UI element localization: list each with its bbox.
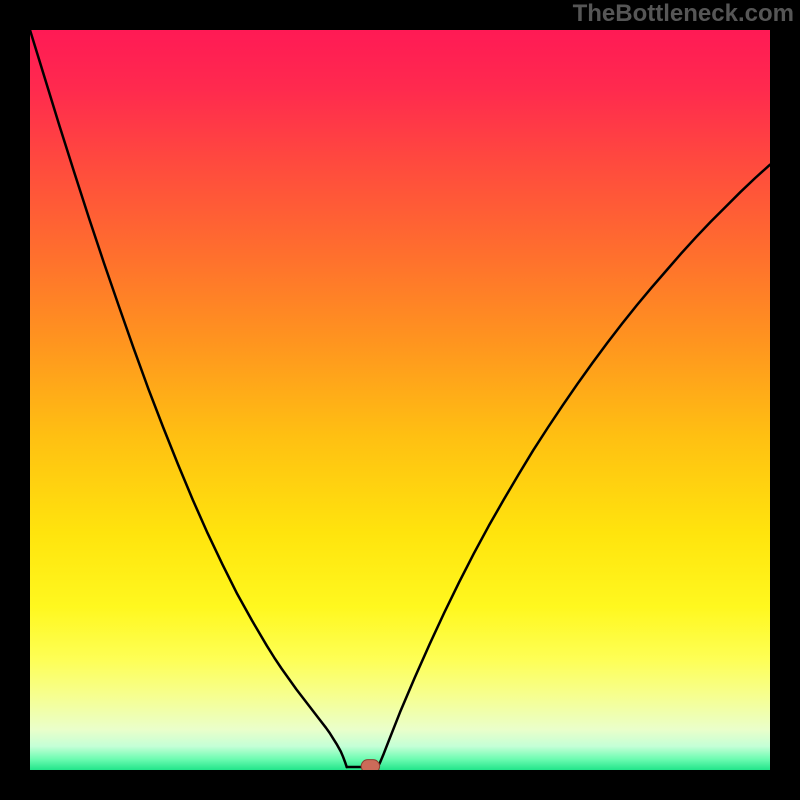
chart-container: TheBottleneck.com [0, 0, 800, 800]
watermark-text: TheBottleneck.com [573, 0, 794, 28]
gradient-background [30, 30, 770, 770]
plot-svg [30, 30, 770, 770]
minimum-marker [361, 760, 380, 770]
plot-area [30, 30, 770, 770]
